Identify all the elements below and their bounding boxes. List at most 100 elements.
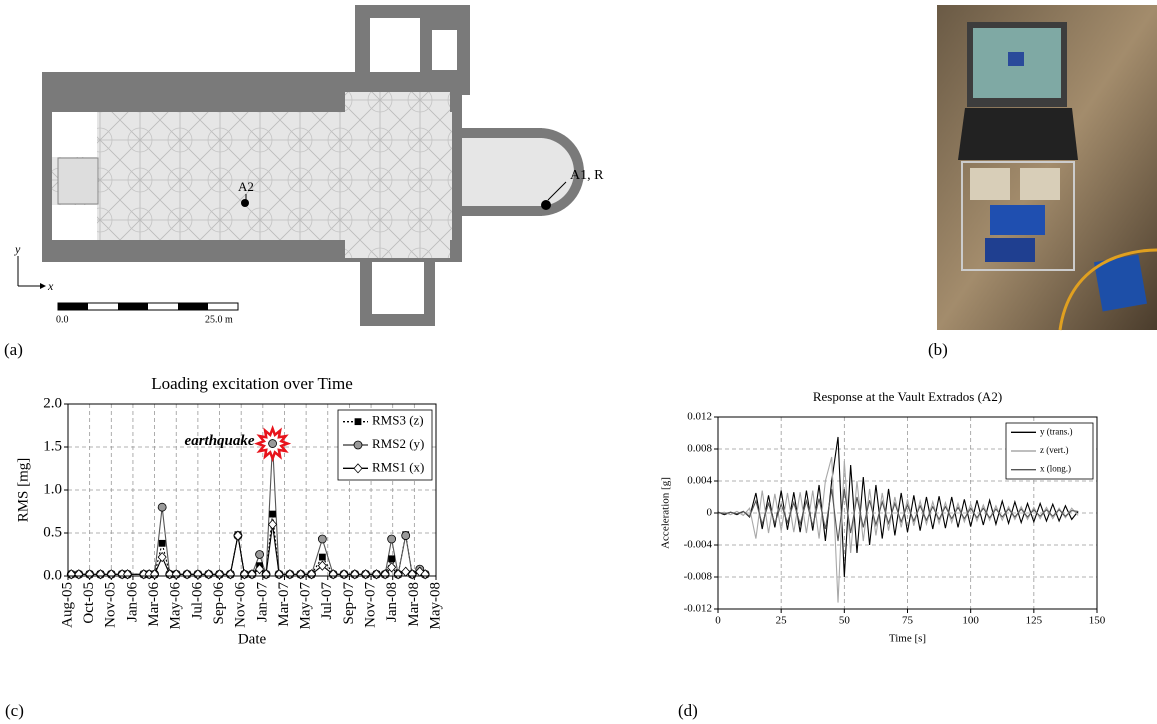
panel-label: (b)	[928, 340, 948, 359]
marker	[296, 569, 306, 580]
legend-label: z (vert.)	[1040, 445, 1068, 455]
series-line	[717, 488, 1079, 542]
marker	[255, 564, 265, 575]
legend-label: y (trans.)	[1040, 426, 1073, 436]
marker	[106, 569, 116, 580]
marker	[85, 569, 95, 580]
marker	[306, 569, 317, 580]
x-tick-label: Oct-05	[81, 582, 97, 624]
marker	[182, 569, 192, 580]
legend-marker	[353, 440, 363, 450]
chart-title: Response at the Vault Extrados (A2)	[813, 389, 1002, 404]
marker	[317, 534, 327, 544]
marker	[261, 569, 271, 580]
legend-label: RMS1 (x)	[372, 459, 424, 474]
y-tick-label: -0.004	[684, 539, 713, 551]
y-tick-label: 0.008	[687, 443, 712, 455]
x-tick-label: Nov-07	[362, 582, 378, 628]
x-tick-label: Jul-07	[319, 582, 335, 620]
x-axis-label: Time [s]	[889, 633, 926, 645]
y-tick-label: 0	[707, 507, 713, 519]
chart-title: Loading excitation over Time	[151, 374, 353, 393]
y-tick-label: 0.5	[43, 524, 62, 540]
x-tick-label: 100	[962, 615, 979, 627]
marker	[157, 502, 167, 512]
x-tick-label: 25	[776, 615, 788, 627]
y-tick-label: 0.004	[687, 475, 712, 487]
x-tick-label: Aug-05	[59, 582, 75, 628]
marker	[247, 569, 257, 580]
marker	[380, 569, 390, 580]
x-tick-label: 0	[715, 615, 721, 627]
marker	[233, 530, 243, 541]
legend-label: RMS2 (y)	[372, 436, 424, 451]
legend-marker	[354, 418, 362, 426]
sensor-label: A1, R	[570, 168, 604, 183]
marker	[74, 569, 84, 580]
sensor-label: A2	[238, 179, 254, 194]
plot-frame	[717, 416, 1098, 610]
marker	[214, 569, 225, 580]
x-tick-label: Sep-06	[211, 582, 227, 625]
x-tick-label: Sep-07	[341, 582, 357, 625]
x-tick-label: 75	[902, 615, 914, 627]
marker	[420, 569, 430, 580]
marker	[150, 569, 160, 580]
y-tick-label: -0.008	[684, 571, 713, 583]
marker	[225, 569, 235, 580]
marker	[122, 569, 133, 580]
y-tick-label: 1.5	[43, 438, 62, 454]
y-tick-label: 2.0	[43, 395, 62, 411]
photo	[937, 5, 1157, 331]
marker	[255, 550, 264, 559]
marker	[157, 551, 167, 563]
marker	[387, 562, 397, 573]
axis-label: y	[14, 242, 21, 256]
x-tick-label: May-06	[168, 582, 184, 630]
scale-label: 25.0 m	[205, 314, 233, 325]
y-tick-label: 0.0	[43, 567, 62, 583]
marker	[387, 534, 397, 544]
marker	[407, 569, 417, 580]
legend-label: RMS3 (z)	[372, 413, 424, 428]
x-tick-label: Mar-08	[406, 582, 422, 627]
marker	[318, 553, 326, 561]
floor-plan	[17, 5, 584, 326]
legend-marker	[353, 463, 363, 474]
marker	[401, 531, 411, 540]
marker	[269, 510, 276, 518]
marker	[388, 555, 396, 563]
x-tick-label: Jan-08	[384, 582, 400, 622]
y-tick-label: 0.012	[687, 411, 712, 423]
x-tick-label: 50	[839, 615, 851, 627]
x-tick-label: Jul-06	[189, 582, 205, 620]
x-tick-label: Mar-06	[146, 582, 162, 627]
marker	[158, 539, 166, 547]
marker	[371, 569, 382, 580]
marker	[361, 569, 371, 580]
panel-label: (c)	[5, 701, 24, 720]
x-tick-label: Nov-05	[103, 582, 119, 628]
y-axis-label: RMS [mg]	[15, 458, 31, 523]
marker	[239, 569, 249, 580]
marker	[193, 569, 203, 580]
x-tick-label: Mar-07	[276, 582, 292, 627]
marker	[268, 519, 278, 530]
marker	[339, 569, 349, 580]
marker	[285, 569, 295, 580]
x-tick-label: 150	[1089, 615, 1106, 627]
marker	[268, 439, 277, 448]
marker	[350, 569, 360, 580]
y-tick-label: 1.0	[43, 481, 62, 497]
panel-label: (a)	[4, 340, 23, 359]
x-axis-label: Date	[238, 631, 267, 647]
marker	[317, 560, 327, 571]
annotation: earthquake	[185, 433, 255, 449]
marker	[95, 569, 106, 580]
marker	[204, 569, 214, 580]
marker	[393, 569, 403, 580]
marker	[66, 569, 76, 580]
x-tick-label: Nov-06	[233, 582, 249, 628]
